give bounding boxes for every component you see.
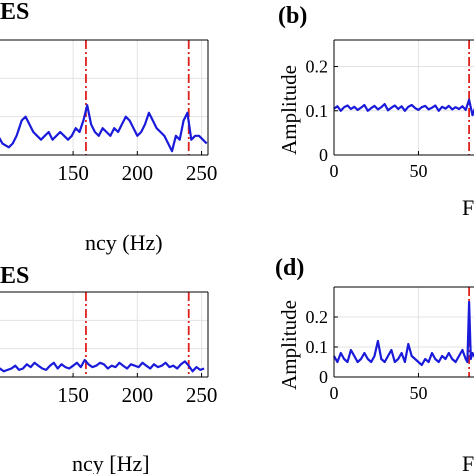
y-tick-label: 0.2 [306,57,329,77]
x-tick-label: 250 [186,161,218,185]
panel-es-bottom: ES ncy [Hz] 150 200 250 [0,263,217,474]
x-axis-label: ncy (Hz) [85,230,163,255]
plot-area [333,40,474,156]
panel-label: ES [0,263,29,289]
x-axis-label: F [462,451,474,474]
y-tick-label: 0.2 [306,307,329,327]
plot-area [0,292,208,377]
x-tick-label: 0 [330,383,339,403]
x-axis-label: ncy [Hz] [72,451,150,474]
x-tick-label: 200 [122,161,154,185]
series-line [0,104,208,153]
x-tick-label: 150 [57,383,89,407]
x-tick-label: 150 [57,161,89,185]
y-tick-label: 0 [319,367,328,387]
x-tick-label: 0 [330,161,339,181]
y-axis-label: Amplitude [277,65,301,155]
panel-label: (b) [278,3,307,29]
y-axis-label: Amplitude [277,300,301,390]
y-tick-label: 0 [319,145,328,165]
series-line [333,300,474,367]
series-line [333,98,474,117]
series-line [0,358,205,373]
panel-d: (d) Amplitude F 0 50 0 0.1 0.2 [275,255,474,474]
x-tick-label: 50 [409,383,427,403]
x-tick-label: 200 [122,383,154,407]
plot-area [0,40,208,155]
y-tick-label: 0.1 [306,337,329,357]
panel-b: (b) Amplitude F 0 50 0 0.1 0.2 [277,3,474,220]
y-tick-label: 0.1 [306,101,329,121]
plot-area [333,287,474,378]
x-tick-label: 50 [409,161,427,181]
panel-label: (d) [275,255,304,281]
panel-es-top: ES ncy (Hz) 150 200 250 [0,0,217,255]
x-axis-label: F [462,195,474,220]
panel-label: ES [0,0,29,25]
x-tick-label: 250 [186,383,218,407]
